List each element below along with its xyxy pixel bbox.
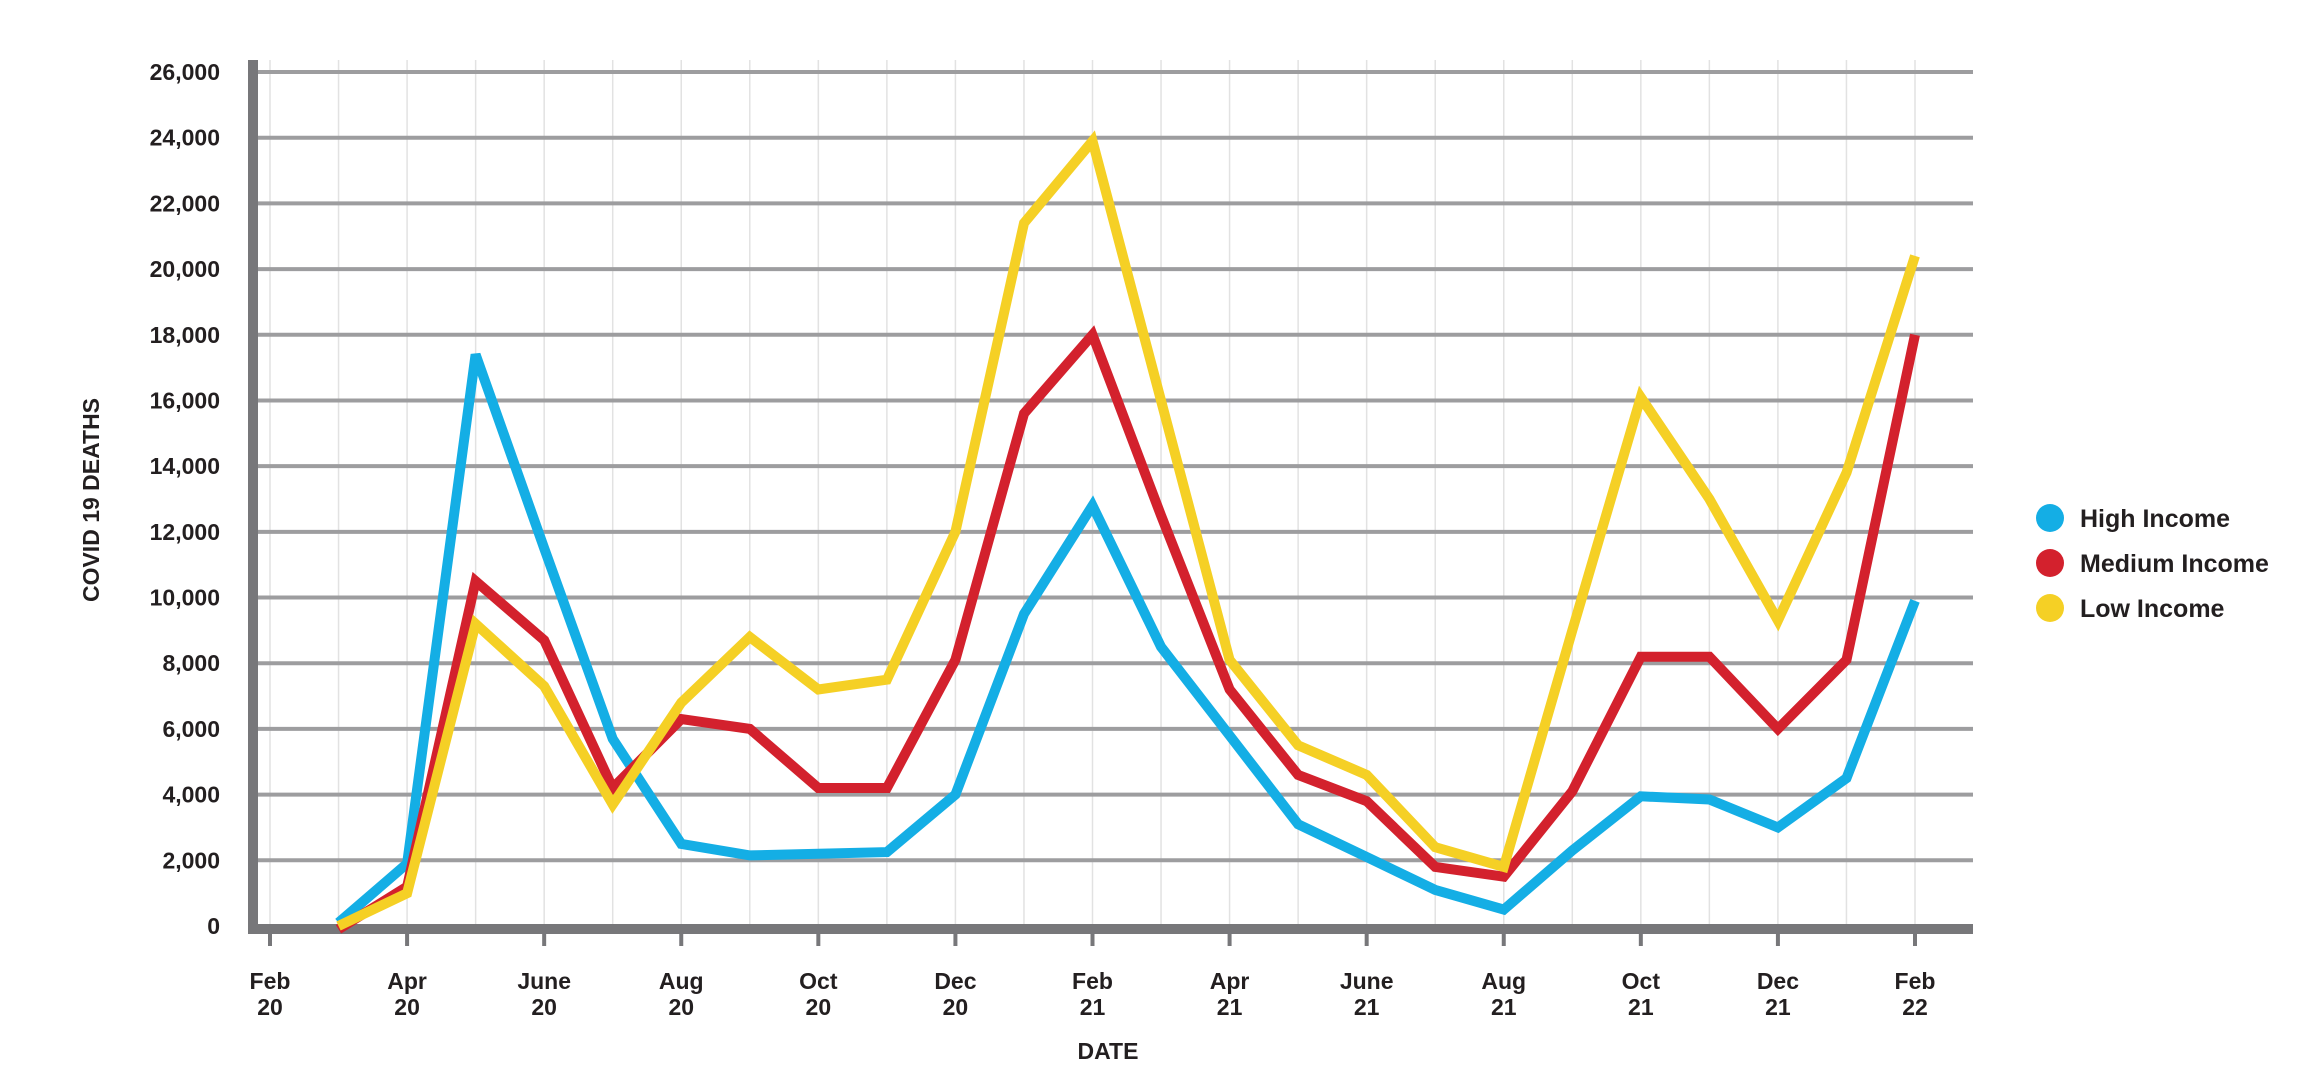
x-tick-label-year: 21 xyxy=(1217,994,1243,1020)
x-tick-label-year: 20 xyxy=(257,994,283,1020)
axes xyxy=(248,60,1973,946)
x-tick-label-month: Apr xyxy=(1210,968,1250,994)
gridlines xyxy=(253,60,1973,926)
legend-marker-medium-income xyxy=(2036,549,2064,577)
x-tick-label-year: 21 xyxy=(1491,994,1517,1020)
x-axis-line xyxy=(248,924,1973,934)
tick-labels: 0 2,000 4,000 6,000 8,000 10,000 12,000 14,000 1… xyxy=(150,59,1936,1020)
y-tick-label: 2,000 xyxy=(162,847,220,873)
y-tick-label: 24,000 xyxy=(150,125,220,151)
x-tick-label-year: 21 xyxy=(1354,994,1380,1020)
y-tick-label: 10,000 xyxy=(150,585,220,611)
y-tick-label: 20,000 xyxy=(150,256,220,282)
x-tick-label-month: June xyxy=(517,968,571,994)
x-tick-label-month: June xyxy=(1340,968,1394,994)
x-axis-title: DATE xyxy=(1078,1038,1139,1064)
legend-label-high-income: High Income xyxy=(2080,505,2230,533)
x-tick-label-month: Oct xyxy=(799,968,838,994)
x-tick-label-year: 21 xyxy=(1628,994,1654,1020)
x-tick-label-year: 20 xyxy=(668,994,694,1020)
legend-label-low-income: Low Income xyxy=(2080,595,2225,623)
y-axis-title: COVID 19 DEATHS xyxy=(78,398,104,602)
legend-marker-low-income xyxy=(2036,594,2064,622)
y-tick-label: 16,000 xyxy=(150,387,220,413)
y-tick-label: 0 xyxy=(207,913,220,939)
x-tick-label-year: 22 xyxy=(1902,994,1928,1020)
y-tick-label: 18,000 xyxy=(150,322,220,348)
x-tick-label-month: Aug xyxy=(1481,968,1526,994)
x-tick-label-year: 20 xyxy=(531,994,557,1020)
x-tick-label-month: Aug xyxy=(659,968,704,994)
x-tick-label-month: Dec xyxy=(934,968,976,994)
x-tick-label-year: 20 xyxy=(806,994,832,1020)
y-tick-label: 4,000 xyxy=(162,782,220,808)
x-tick-label-month: Feb xyxy=(250,968,291,994)
series-lines xyxy=(335,130,1920,934)
y-tick-label: 22,000 xyxy=(150,190,220,216)
y-tick-label: 8,000 xyxy=(162,650,220,676)
legend-marker-high-income xyxy=(2036,504,2064,532)
x-tick-label-month: Dec xyxy=(1757,968,1799,994)
series-line-medium-income xyxy=(335,325,1920,934)
x-tick-label-year: 21 xyxy=(1080,994,1106,1020)
x-tick-label-month: Feb xyxy=(1072,968,1113,994)
legend: High Income Medium Income Low Income xyxy=(2036,504,2269,623)
y-tick-label: 6,000 xyxy=(162,716,220,742)
x-tick-label-month: Oct xyxy=(1622,968,1661,994)
series-line-low-income xyxy=(336,130,1920,931)
x-tick-label-year: 20 xyxy=(394,994,420,1020)
legend-label-medium-income: Medium Income xyxy=(2080,550,2269,578)
x-tick-label-month: Apr xyxy=(387,968,427,994)
y-tick-label: 12,000 xyxy=(150,519,220,545)
series-line-high-income xyxy=(335,352,1920,927)
x-tick-label-year: 21 xyxy=(1765,994,1791,1020)
x-tick-label-year: 20 xyxy=(943,994,969,1020)
y-tick-label: 26,000 xyxy=(150,59,220,85)
y-axis-line xyxy=(248,60,258,932)
y-tick-label: 14,000 xyxy=(150,453,220,479)
x-tick-label-month: Feb xyxy=(1895,968,1936,994)
